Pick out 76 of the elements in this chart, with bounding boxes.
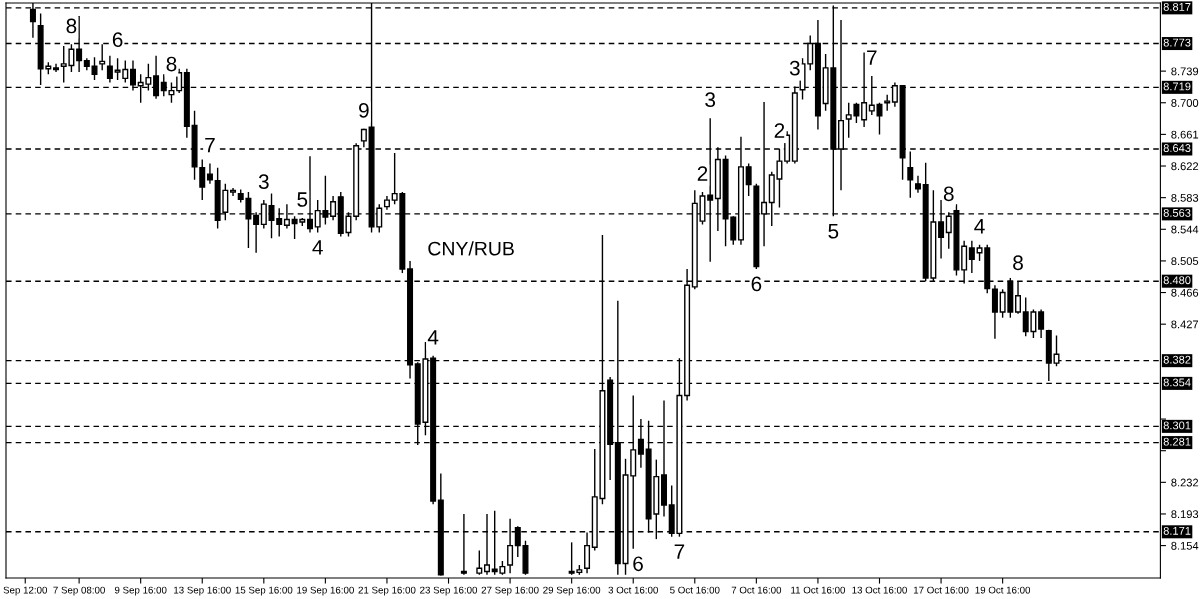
x-tick-label: 21 Sep 16:00 bbox=[358, 586, 416, 596]
text: 3 bbox=[258, 174, 269, 190]
text: 6 bbox=[751, 276, 762, 292]
text: 4 bbox=[427, 330, 439, 345]
x-tick-label: 5 Oct 16:00 bbox=[670, 586, 720, 594]
text: 4 bbox=[974, 219, 985, 234]
text: 8 bbox=[66, 18, 77, 34]
y-tick-label: 8.583 bbox=[1171, 193, 1199, 202]
ref-line-label: 8.773 bbox=[1163, 38, 1191, 47]
y-tick-label: 8.232 bbox=[1171, 478, 1199, 487]
candlestick bbox=[106, 55, 113, 84]
text: 3 bbox=[789, 60, 800, 76]
text: 4 bbox=[312, 240, 323, 255]
y-tick-label: 8.193 bbox=[1171, 510, 1199, 519]
x-tick-label: 15 Sep 16:00 bbox=[235, 586, 293, 596]
y-tick-label: 8.622 bbox=[1171, 162, 1199, 171]
candlestick bbox=[884, 93, 891, 112]
x-tick-label: Sep 12:00 bbox=[3, 586, 48, 596]
text: 8 bbox=[943, 186, 954, 202]
ref-line-label: 8.281 bbox=[1163, 437, 1191, 446]
candlestick bbox=[991, 284, 998, 340]
candlestick bbox=[914, 175, 921, 194]
text: 7 bbox=[867, 50, 877, 65]
y-tick-label: 8.544 bbox=[1171, 225, 1199, 234]
text: 6 bbox=[633, 556, 643, 572]
y-tick-label: 8.661 bbox=[1171, 130, 1199, 139]
text: 7 bbox=[205, 137, 215, 153]
ref-line-label: 8.354 bbox=[1163, 378, 1191, 387]
y-tick-label: 8.739 bbox=[1171, 67, 1199, 76]
candlestick bbox=[745, 162, 752, 197]
candlestick bbox=[99, 43, 106, 72]
candlestick bbox=[230, 187, 237, 197]
text: 2 bbox=[697, 166, 708, 181]
ref-line-label: 8.817 bbox=[1163, 2, 1191, 11]
candlestick bbox=[584, 531, 591, 574]
candlestick bbox=[206, 162, 213, 185]
x-tick-label: 19 Oct 16:00 bbox=[975, 586, 1031, 594]
x-tick-label: 19 Sep 16:00 bbox=[297, 586, 354, 596]
x-tick-label: 7 Oct 16:00 bbox=[731, 586, 782, 594]
ref-line-label: 8.382 bbox=[1163, 355, 1191, 364]
text: 6 bbox=[112, 32, 123, 48]
ref-line-label: 8.480 bbox=[1163, 276, 1191, 285]
x-tick-label: 11 Oct 16:00 bbox=[791, 586, 846, 594]
ref-line-label: 8.563 bbox=[1163, 208, 1191, 217]
candlestick bbox=[476, 549, 483, 576]
y-tick-label: 8.466 bbox=[1171, 288, 1199, 297]
text: 9 bbox=[359, 102, 369, 118]
text: 8 bbox=[166, 56, 177, 72]
ref-line-label: 8.171 bbox=[1163, 526, 1191, 535]
y-tick-label: 8.427 bbox=[1171, 320, 1199, 329]
candlestick bbox=[968, 239, 975, 274]
text: 7 bbox=[674, 544, 685, 559]
candlestick bbox=[91, 56, 98, 81]
x-tick-label: 13 Oct 16:00 bbox=[852, 586, 907, 594]
candlestick bbox=[1038, 308, 1045, 339]
x-tick-label: 3 Oct 16:00 bbox=[608, 586, 658, 594]
y-tick-label: 8.505 bbox=[1171, 257, 1199, 266]
text: 8 bbox=[1013, 255, 1023, 271]
x-tick-label: 27 Sep 16:00 bbox=[481, 586, 539, 596]
text: 5 bbox=[828, 224, 839, 239]
candlestick bbox=[53, 63, 60, 73]
ref-line-label: 8.301 bbox=[1163, 421, 1191, 430]
ref-line-label: 8.719 bbox=[1163, 82, 1191, 91]
x-tick-label: 13 Sep 16:00 bbox=[174, 586, 231, 596]
text: 5 bbox=[297, 192, 308, 207]
x-tick-label: 7 Sep 08:00 bbox=[53, 586, 105, 596]
x-tick-label: 23 Sep 16:00 bbox=[420, 586, 478, 596]
x-tick-label: 29 Sep 16:00 bbox=[543, 586, 601, 596]
y-tick-label: 8.700 bbox=[1171, 99, 1199, 107]
text: 3 bbox=[705, 92, 716, 108]
y-tick-label: 8.154 bbox=[1171, 541, 1199, 550]
x-tick-label: 17 Oct 16:00 bbox=[913, 586, 969, 594]
ref-line-label: 8.643 bbox=[1163, 144, 1191, 152]
text: 2 bbox=[774, 123, 785, 138]
annotation: CNY/RUB bbox=[428, 241, 514, 256]
x-tick-label: 9 Sep 16:00 bbox=[114, 586, 167, 596]
